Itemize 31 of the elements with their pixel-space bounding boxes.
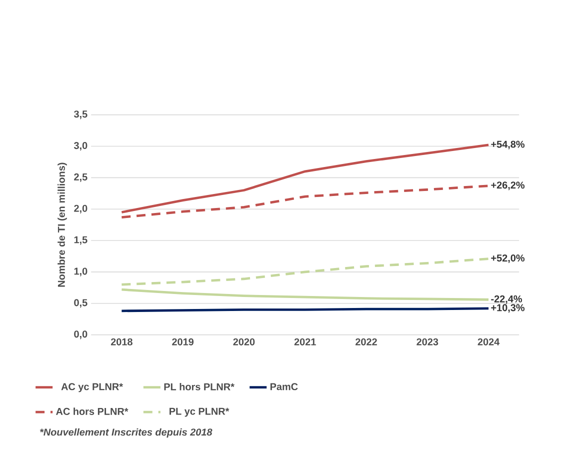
y-tick-label: 2,0 bbox=[74, 204, 88, 214]
legend-label: PL yc PLNR* bbox=[170, 408, 230, 417]
y-axis-title: Nombre de TI (en millions) bbox=[58, 162, 67, 287]
x-tick-label: 2021 bbox=[294, 338, 316, 346]
annotation: +10,3% bbox=[491, 304, 525, 313]
y-tick-label: 3,0 bbox=[74, 142, 88, 150]
y-tick-label: 3,5 bbox=[74, 110, 88, 120]
annotation: +52,0% bbox=[491, 254, 525, 264]
y-tick-label: 0,0 bbox=[74, 330, 88, 340]
legend-label: PL hors PLNR* bbox=[164, 383, 234, 390]
y-tick-label: 1,0 bbox=[74, 268, 88, 276]
annotation: -22,4% bbox=[491, 295, 522, 304]
line-series bbox=[120, 258, 490, 286]
legend-label: AC yc PLNR* bbox=[61, 383, 124, 392]
line-series bbox=[120, 184, 490, 218]
line-series bbox=[120, 144, 490, 214]
line-series bbox=[120, 288, 490, 301]
x-tick-label: 2018 bbox=[110, 338, 132, 346]
annotation: +26,2% bbox=[491, 182, 525, 190]
x-tick-label: 2019 bbox=[172, 338, 194, 346]
legend-label: AC hors PLNR* bbox=[56, 408, 128, 415]
x-tick-label: 2023 bbox=[416, 338, 438, 346]
x-tick-label: 2022 bbox=[356, 338, 377, 346]
x-tick-label: 2024 bbox=[478, 338, 500, 346]
text: *Nouvellement Inscrites depuis 2018 bbox=[40, 428, 212, 438]
y-tick-label: 0,5 bbox=[74, 299, 88, 308]
x-tick-label: 2020 bbox=[233, 338, 255, 346]
annotation: +54,8% bbox=[491, 140, 525, 150]
legend-label: PamC bbox=[270, 383, 298, 390]
y-tick-label: 2,5 bbox=[74, 173, 88, 182]
y-tick-label: 1,5 bbox=[74, 236, 88, 245]
